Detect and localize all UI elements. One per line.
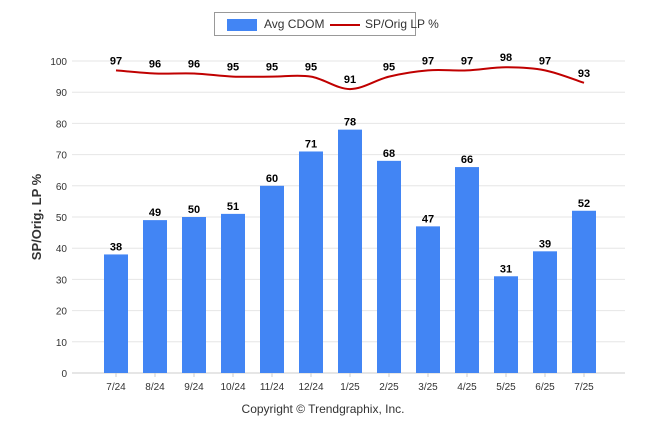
line-data-label: 96 [188, 58, 200, 70]
y-tick-label: 80 [56, 119, 68, 130]
legend-line-swatch [330, 24, 360, 26]
bar [260, 185, 284, 373]
bar [572, 210, 596, 373]
bar-data-label: 66 [461, 154, 473, 166]
line-data-labels: 97 96 96 95 95 95 91 95 97 97 98 97 93 [110, 52, 590, 86]
x-tick-label: 10/24 [220, 382, 245, 393]
bar [143, 220, 167, 373]
x-tick-label: 3/25 [418, 382, 438, 393]
bar-data-label: 52 [578, 198, 590, 210]
bar-series [104, 129, 596, 373]
bar-data-label: 38 [110, 241, 122, 253]
y-tick-label: 40 [56, 244, 68, 255]
line-data-label: 97 [110, 55, 122, 67]
bar-data-label: 31 [500, 263, 512, 275]
line-data-label: 91 [344, 74, 356, 86]
line-data-label: 95 [266, 62, 278, 74]
bar-data-label: 78 [344, 117, 356, 129]
legend-label-avg-cdom: Avg CDOM [264, 17, 325, 31]
copyright-text: Copyright © Trendgraphix, Inc. [241, 402, 405, 416]
x-tick-label: 7/25 [574, 382, 594, 393]
x-tick-label: 5/25 [496, 382, 516, 393]
bar [416, 226, 440, 373]
x-tick-label: 12/24 [298, 382, 323, 393]
bar [338, 129, 362, 373]
x-tick-label: 8/24 [145, 382, 165, 393]
bar [494, 276, 518, 373]
y-tick-label: 100 [50, 57, 67, 68]
bar-data-label: 49 [149, 207, 161, 219]
y-axis-ticks: 0 10 20 30 40 50 60 70 80 90 100 [50, 57, 67, 380]
y-tick-label: 70 [56, 151, 68, 162]
bar [455, 167, 479, 373]
bar-data-label: 39 [539, 238, 551, 250]
bar-data-label: 50 [188, 204, 200, 216]
line-data-label: 97 [461, 55, 473, 67]
line-data-label: 95 [383, 62, 395, 74]
bar [533, 251, 557, 373]
y-axis-title: SP/Orig. LP % [29, 173, 44, 260]
line-data-label: 96 [149, 58, 161, 70]
y-tick-label: 10 [56, 338, 68, 349]
bar [299, 151, 323, 373]
legend-bar-swatch [227, 19, 257, 31]
bar-data-label: 68 [383, 148, 395, 160]
line-data-label: 93 [578, 68, 590, 80]
bar-data-labels: 38 49 50 51 60 71 78 68 47 66 31 39 52 [110, 117, 590, 276]
x-tick-label: 7/24 [106, 382, 126, 393]
x-tick-label: 2/25 [379, 382, 399, 393]
x-tick-label: 9/24 [184, 382, 204, 393]
y-tick-label: 0 [61, 369, 67, 380]
bar-data-label: 51 [227, 201, 239, 213]
bar [377, 160, 401, 373]
y-tick-label: 60 [56, 182, 68, 193]
y-tick-label: 20 [56, 307, 68, 318]
bar [104, 254, 128, 373]
x-tick-label: 1/25 [340, 382, 360, 393]
line-data-label: 95 [227, 62, 239, 74]
bar [221, 213, 245, 373]
legend: Avg CDOM SP/Orig LP % [214, 12, 439, 36]
bar-data-label: 47 [422, 213, 434, 225]
bar [182, 217, 206, 373]
y-tick-label: 50 [56, 213, 68, 224]
bar-data-label: 71 [305, 138, 317, 150]
line-data-label: 97 [422, 55, 434, 67]
line-data-label: 95 [305, 62, 317, 74]
x-tick-label: 4/25 [457, 382, 477, 393]
x-tick-label: 6/25 [535, 382, 555, 393]
x-tick-label: 11/24 [260, 382, 285, 393]
x-axis-ticks: 7/24 8/24 9/24 10/24 11/24 12/24 1/25 2/25 3/25 4… [106, 373, 594, 393]
line-series-path [115, 66, 585, 91]
line-data-label: 97 [539, 55, 551, 67]
y-tick-label: 30 [56, 275, 68, 286]
y-tick-label: 90 [56, 88, 68, 99]
bar-data-label: 60 [266, 173, 278, 185]
line-data-label: 98 [500, 52, 512, 64]
legend-label-sp-orig: SP/Orig LP % [365, 17, 439, 31]
